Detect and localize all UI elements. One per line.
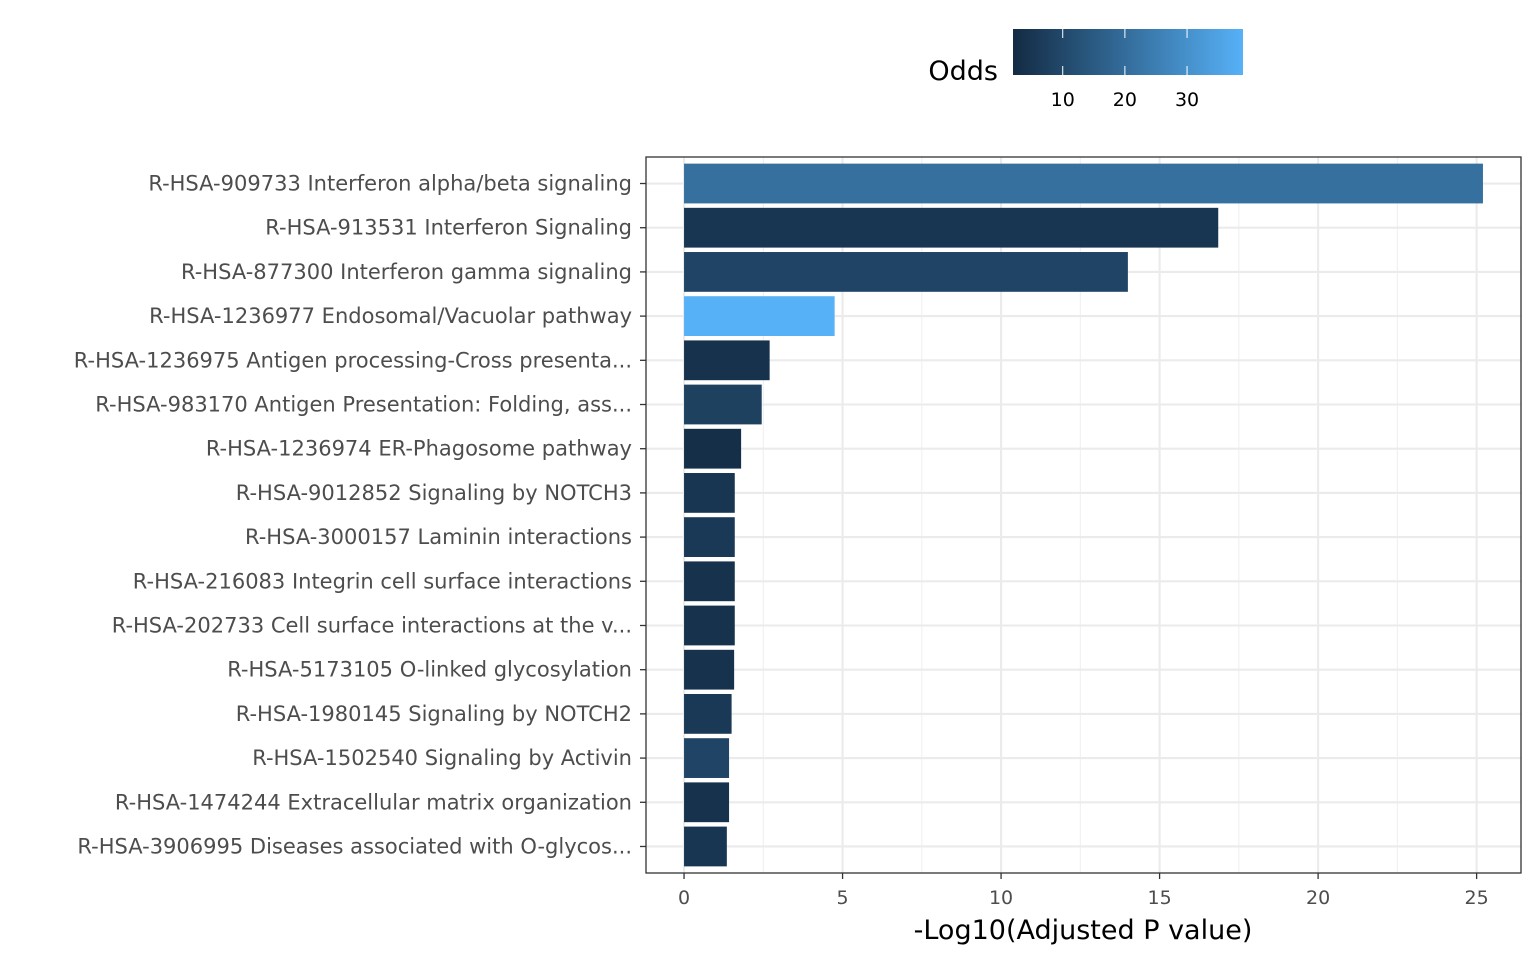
y-tick-label: R-HSA-1980145 Signaling by NOTCH2 [236,702,632,726]
bar [684,782,730,823]
y-tick-label: R-HSA-909733 Interferon alpha/beta signa… [148,172,632,196]
y-tick-label: R-HSA-1474244 Extracellular matrix organ… [115,790,632,814]
bars [684,163,1483,867]
bar [684,384,762,425]
y-tick-label: R-HSA-913531 Interferon Signaling [265,216,632,240]
y-tick-label: R-HSA-3906995 Diseases associated with O… [77,834,632,858]
bar [684,163,1483,204]
bar [684,340,770,381]
bar [684,252,1128,292]
bar [684,428,742,469]
bar [684,649,735,690]
legend-tick-label: 20 [1113,89,1137,111]
y-tick-label: R-HSA-216083 Integrin cell surface inter… [133,569,632,593]
bar [684,694,732,734]
y-tick-label: R-HSA-9012852 Signaling by NOTCH3 [236,481,632,505]
grid-major [646,157,1521,873]
y-tick-label: R-HSA-5173105 O-linked glycosylation [227,658,632,682]
plot-area [645,156,1522,874]
y-tick-label: R-HSA-1236974 ER-Phagosome pathway [206,437,632,461]
legend-title: Odds [928,56,998,87]
bar [684,826,727,867]
x-tick-label: 5 [837,887,849,909]
bar [684,207,1219,248]
legend-ticks: 10 20 30 [1051,29,1199,111]
legend: Odds 10 20 30 [928,29,1243,111]
x-tick-label: 15 [1147,887,1171,909]
y-tick-label: R-HSA-202733 Cell surface interactions a… [112,613,632,637]
x-tick-label: 20 [1306,887,1330,909]
legend-tick-label: 30 [1175,89,1199,111]
y-tick-label: R-HSA-1236975 Antigen processing-Cross p… [74,348,632,372]
bar [684,561,735,602]
y-tick-label: R-HSA-1502540 Signaling by Activin [252,746,632,770]
legend-colorbar [1013,29,1243,75]
x-axis: 0 5 10 15 20 25 [678,873,1489,909]
x-tick-label: 10 [989,887,1013,909]
bar [684,296,835,336]
x-tick-label: 25 [1465,887,1489,909]
bar [684,605,735,646]
legend-tick-label: 10 [1051,89,1075,111]
x-tick-label: 0 [678,887,690,909]
bar [684,738,730,778]
y-tick-label: R-HSA-877300 Interferon gamma signaling [181,260,632,284]
bar [684,517,735,557]
x-axis-title: -Log10(Adjusted P value) [914,915,1253,946]
plot-border [645,156,1522,874]
y-tick-label: R-HSA-1236977 Endosomal/Vacuolar pathway [149,304,632,328]
bar [684,473,735,513]
y-tick-label: R-HSA-3000157 Laminin interactions [245,525,632,549]
y-tick-label: R-HSA-983170 Antigen Presentation: Foldi… [95,393,632,417]
y-axis: R-HSA-909733 Interferon alpha/beta signa… [74,172,646,858]
